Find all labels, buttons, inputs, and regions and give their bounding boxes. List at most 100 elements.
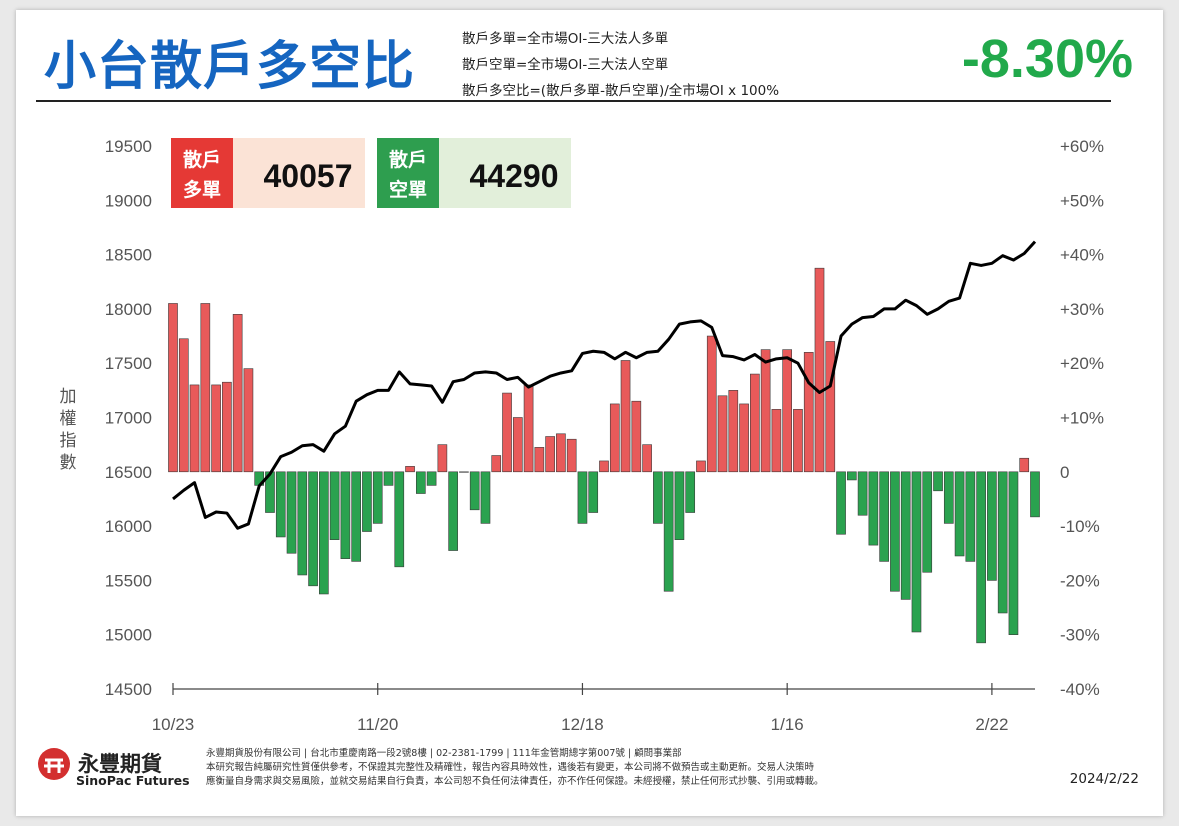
- ratio-bar: [329, 471, 340, 540]
- ratio-bar: [987, 471, 997, 581]
- page-title: 小台散戶多空比: [44, 37, 416, 97]
- short-box-label: 空單: [389, 178, 427, 201]
- long-box-label: 散戶: [183, 148, 221, 171]
- disclaimer-line: 本研究報告純屬研究性質僅供參考，不保證其完整性及精確性，報告內容具時效性，遇後若…: [206, 762, 815, 773]
- y-right-tick-label: +10%: [1060, 409, 1104, 428]
- long-box-label-bg: [171, 138, 233, 208]
- ratio-bar: [696, 460, 706, 473]
- ratio-bar: [868, 471, 879, 546]
- ratio-bar: [717, 395, 728, 473]
- ratio-bar: [663, 471, 674, 592]
- ratio-bar: [846, 471, 857, 481]
- ratio-bar: [405, 466, 415, 473]
- x-tick-label: 2/22: [975, 715, 1008, 734]
- ratio-bar: [911, 471, 922, 633]
- ratio-bar: [297, 471, 308, 576]
- x-tick-label: 11/20: [357, 715, 398, 734]
- long-box-label: 多單: [183, 178, 221, 201]
- ratio-bars: [168, 267, 1040, 644]
- ratio-bar: [922, 471, 933, 573]
- short-box-label: 散戶: [389, 148, 427, 171]
- ratio-bar: [340, 471, 351, 559]
- ratio-bar: [976, 471, 986, 644]
- ratio-bar: [674, 471, 685, 540]
- ratio-bar: [706, 335, 717, 473]
- ratio-bar: [1008, 471, 1019, 635]
- formula-definitions: 散戶多單=全市場OI-三大法人多單 散戶空單=全市場OI-三大法人空單 散戶多空…: [462, 26, 779, 104]
- y-left-tick-label: 19500: [105, 137, 152, 156]
- ratio-value: -8.30%: [961, 29, 1133, 89]
- chart-axes: 加 權 指 數: [60, 387, 1035, 690]
- ratio-bar: [739, 403, 749, 473]
- y-right-tick-label: +40%: [1060, 246, 1104, 265]
- y-right-tick-label: +50%: [1060, 191, 1104, 210]
- ratio-bar: [319, 471, 329, 595]
- index-line-group: [172, 240, 1037, 530]
- y-left-tick-label: 16500: [105, 463, 152, 482]
- ratio-bar: [997, 471, 1008, 614]
- header-divider: [36, 100, 1111, 102]
- ratio-bar: [189, 384, 200, 473]
- y-left-tick-label: 15000: [105, 626, 152, 645]
- y-right-tick-label: +60%: [1060, 137, 1104, 156]
- axis-ticks: 19500 19000 18500 18000 17500 17000 16500 16000…: [105, 137, 1104, 734]
- y-left-tick-label: 15500: [105, 571, 152, 590]
- ratio-bar: [448, 471, 458, 551]
- ratio-bar: [200, 303, 211, 473]
- ratio-bar: [351, 471, 361, 562]
- ratio-bar: [588, 471, 599, 513]
- disclaimer-line: 應衡量自身需求與交易風險，並就交易結果自行負責，本公司恕不負任何法律責任，亦不作…: [206, 776, 824, 787]
- definition-short: 散戶空單=全市場OI-三大法人空單: [462, 57, 669, 73]
- ratio-bar: [469, 471, 480, 511]
- short-box-bg: [439, 138, 571, 208]
- ratio-bar: [879, 471, 889, 562]
- company-name-zh: 永豐期貨: [78, 752, 162, 776]
- y-right-tick-label: 0: [1060, 463, 1069, 482]
- ratio-bar: [523, 384, 534, 473]
- y-left-tick-label: 17500: [105, 354, 152, 373]
- ratio-bar: [771, 409, 782, 473]
- y-left-tick-label: 18000: [105, 300, 152, 319]
- ratio-bar: [1019, 457, 1030, 473]
- y-left-tick-label: 18500: [105, 246, 152, 265]
- ratio-bar: [620, 360, 631, 473]
- y-right-tick-label: +30%: [1060, 300, 1104, 319]
- short-box: 散戶 空單 44290: [377, 138, 571, 208]
- ratio-bar: [814, 267, 825, 473]
- ratio-bar: [491, 455, 502, 473]
- ratio-bar: [609, 403, 620, 473]
- ratio-bar: [760, 349, 771, 473]
- ratio-bar: [900, 471, 911, 600]
- x-tick-label: 10/23: [152, 715, 195, 734]
- y-right-tick-label: -10%: [1060, 517, 1100, 536]
- y-left-tick-label: 16000: [105, 517, 152, 536]
- ratio-bar: [577, 471, 588, 524]
- y-axis-title-char: 加: [60, 387, 77, 407]
- ratio-bar: [232, 314, 243, 473]
- index-line: [172, 240, 1037, 530]
- ratio-bar: [954, 471, 965, 557]
- ratio-bar: [793, 409, 803, 473]
- ratio-bar: [426, 471, 437, 486]
- y-right-tick-label: -30%: [1060, 626, 1100, 645]
- ratio-bar: [890, 471, 900, 592]
- ratio-bar: [383, 471, 394, 486]
- ratio-bar: [857, 471, 868, 516]
- ratio-bar: [1030, 471, 1040, 518]
- ratio-bar: [459, 471, 469, 473]
- ratio-bar: [222, 381, 232, 473]
- y-right-tick-label: +20%: [1060, 354, 1104, 373]
- ratio-bar: [286, 471, 297, 554]
- ratio-bar: [372, 471, 383, 524]
- ratio-bar: [566, 438, 577, 473]
- ratio-bar: [965, 471, 976, 562]
- ratio-bar: [631, 400, 642, 473]
- ratio-bar: [178, 338, 189, 473]
- y-axis-title-char: 權: [60, 409, 77, 429]
- short-box-label-bg: [377, 138, 439, 208]
- y-axis-title-char: 指: [60, 431, 77, 451]
- y-left-tick-label: 14500: [105, 680, 152, 699]
- y-left-tick-label: 17000: [105, 409, 152, 428]
- ratio-bar: [211, 384, 221, 473]
